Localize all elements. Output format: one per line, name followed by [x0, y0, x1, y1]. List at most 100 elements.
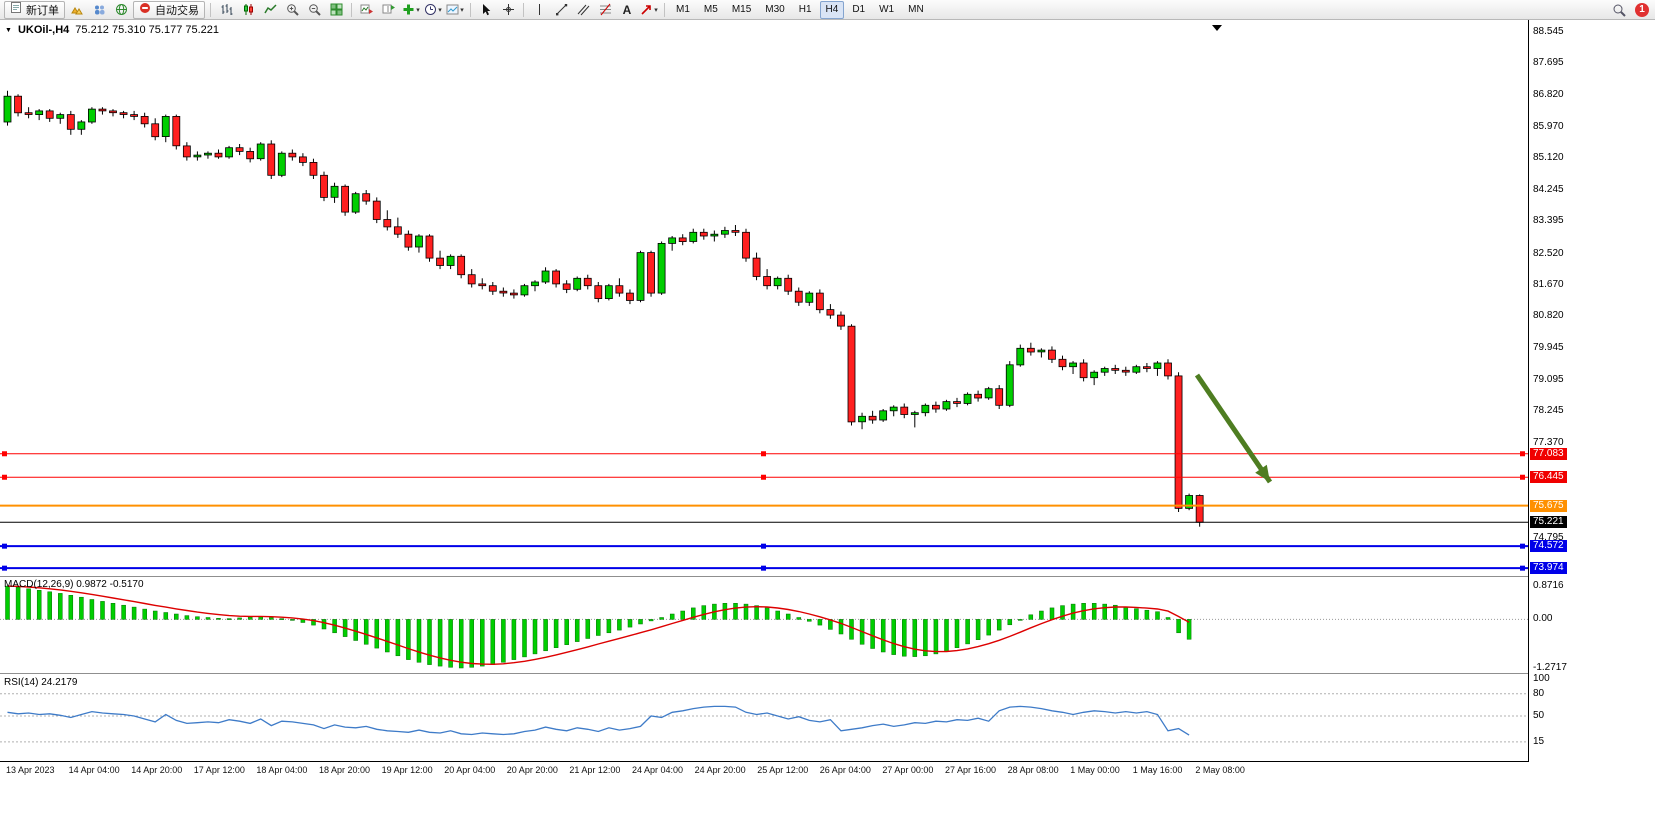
- rsi-axis-label: 80: [1533, 687, 1545, 699]
- timeframe-mn[interactable]: MN: [908, 4, 924, 15]
- timeframe-w1[interactable]: W1: [879, 4, 895, 15]
- time-axis-label: 1 May 16:00: [1132, 765, 1183, 775]
- time-axis[interactable]: 13 Apr 2023 14 Apr 04:00 14 Apr 20:00 17 Ap…: [0, 762, 1528, 779]
- candles: [3, 90, 1204, 527]
- timeframe-m5[interactable]: M5: [703, 4, 718, 15]
- hline-handle[interactable]: [2, 451, 7, 457]
- autotrade-label: 自动交易: [155, 4, 199, 17]
- chart-shift-marker[interactable]: [1212, 25, 1222, 31]
- price-tag-76.445: 76.445: [1530, 471, 1567, 484]
- hline-handle[interactable]: [1520, 565, 1525, 571]
- time-axis-label: 19 Apr 12:00: [381, 765, 433, 775]
- hline-handle[interactable]: [1520, 474, 1525, 480]
- zoom-out-button[interactable]: [304, 1, 324, 19]
- price-axis-label: 74.795: [1533, 531, 1564, 543]
- macd-panel[interactable]: [0, 577, 1528, 673]
- time-axis-label: 24 Apr 20:00: [694, 765, 746, 775]
- hline-handle[interactable]: [1520, 543, 1525, 549]
- autotrade-button[interactable]: 自动交易: [133, 0, 205, 19]
- time-axis-label: 27 Apr 00:00: [882, 765, 934, 775]
- price-axis-label: 84.245: [1533, 184, 1564, 196]
- zoom-in-button[interactable]: [282, 1, 302, 19]
- chart-title: ▼ UKOil-,H4 75.212 75.310 75.177 75.221: [5, 24, 219, 36]
- chart-shift-button[interactable]: [379, 1, 399, 19]
- bar-chart-button[interactable]: [216, 1, 236, 19]
- timeframe-m30[interactable]: M30: [765, 4, 785, 15]
- price-axis[interactable]: 77.083 76.445 75.675 75.221 74.572 73.974 88.5…: [1528, 20, 1655, 762]
- panel-divider[interactable]: [0, 673, 1528, 674]
- templates-button[interactable]: ▾: [445, 1, 465, 19]
- price-tag-75.675: 75.675: [1530, 499, 1567, 512]
- periods-button[interactable]: ▾: [423, 1, 443, 19]
- cursor-button[interactable]: [476, 1, 496, 19]
- hline-handle[interactable]: [2, 543, 7, 549]
- timeframe-d1[interactable]: D1: [852, 4, 866, 15]
- hline-handle[interactable]: [1520, 451, 1525, 457]
- candle-chart-button[interactable]: [238, 1, 258, 19]
- separator: [523, 2, 524, 17]
- autotrade-stop-icon: [139, 1, 151, 19]
- timeframe-m1[interactable]: M1: [676, 4, 690, 15]
- time-axis-divider: [0, 761, 1528, 762]
- price-axis-label: 88.545: [1533, 25, 1564, 37]
- price-axis-label: 79.095: [1533, 373, 1564, 385]
- timeframe-h1[interactable]: H1: [798, 4, 812, 15]
- search-icon[interactable]: [1609, 1, 1629, 19]
- new-order-button[interactable]: 新订单: [4, 0, 65, 19]
- panel-divider[interactable]: [0, 576, 1528, 577]
- rsi-axis-label: 15: [1533, 735, 1545, 747]
- market-globe-icon[interactable]: [111, 1, 131, 19]
- macd-label: MACD(12,26,9) 0.9872 -0.5170: [4, 579, 144, 590]
- rsi-label: RSI(14) 24.2179: [4, 677, 78, 688]
- gold-icon[interactable]: [67, 1, 87, 19]
- trendline-button[interactable]: [551, 1, 571, 19]
- chart-dropdown-icon[interactable]: ▼: [5, 26, 12, 34]
- annotation-arrow[interactable]: [1194, 373, 1273, 484]
- indicators-button[interactable]: ▾: [401, 1, 421, 19]
- time-axis-label: 2 May 08:00: [1195, 765, 1245, 775]
- time-axis-label: 20 Apr 20:00: [506, 765, 558, 775]
- notification-badge[interactable]: 1: [1635, 2, 1649, 17]
- macd-axis-label: -1.2717: [1533, 662, 1567, 674]
- channel-button[interactable]: [573, 1, 593, 19]
- price-axis-label: 87.695: [1533, 57, 1564, 69]
- hline-handle[interactable]: [761, 543, 766, 549]
- rsi-axis-label: 50: [1533, 710, 1545, 721]
- hline-handle[interactable]: [2, 565, 7, 571]
- hline-handle[interactable]: [761, 474, 766, 480]
- time-axis-label: 27 Apr 16:00: [945, 765, 997, 775]
- timeframe-m15[interactable]: M15: [731, 4, 752, 15]
- price-axis-label: 81.670: [1533, 278, 1564, 290]
- price-tag-74.572: 74.572: [1530, 540, 1567, 553]
- symbol-period-label: UKOil-,H4: [17, 24, 70, 36]
- hline-handle[interactable]: [761, 451, 766, 457]
- line-chart-button[interactable]: [260, 1, 280, 19]
- price-axis-label: 85.970: [1533, 120, 1564, 132]
- hline-handle[interactable]: [2, 474, 7, 480]
- caret-down-icon: ▾: [654, 6, 658, 14]
- accounts-icon[interactable]: [89, 1, 109, 19]
- price-axis-label: 85.120: [1533, 152, 1564, 163]
- fibonacci-button[interactable]: [595, 1, 615, 19]
- new-order-icon: [10, 1, 22, 19]
- auto-scroll-button[interactable]: [357, 1, 377, 19]
- time-axis-label: 14 Apr 04:00: [68, 765, 120, 775]
- rsi-panel[interactable]: [0, 674, 1528, 761]
- crosshair-button[interactable]: [498, 1, 518, 19]
- price-tag-77.083: 77.083: [1530, 447, 1567, 460]
- rsi-line: [7, 705, 1190, 736]
- price-axis-label: 83.395: [1533, 215, 1564, 227]
- price-axis-label: 80.820: [1533, 310, 1564, 322]
- text-tool-button[interactable]: A: [617, 1, 637, 19]
- time-axis-label: 26 Apr 04:00: [819, 765, 871, 775]
- main-chart[interactable]: [0, 20, 1528, 576]
- annotation-arrow-head: [1255, 464, 1270, 482]
- arrows-tool-button[interactable]: ▾: [639, 1, 659, 19]
- timeframe-h4[interactable]: H4: [819, 0, 845, 19]
- time-axis-label: 28 Apr 08:00: [1007, 765, 1059, 775]
- time-axis-label: 17 Apr 12:00: [193, 765, 245, 775]
- hline-handle[interactable]: [761, 565, 766, 571]
- vertical-line-button[interactable]: [529, 1, 549, 19]
- tile-windows-button[interactable]: [326, 1, 346, 19]
